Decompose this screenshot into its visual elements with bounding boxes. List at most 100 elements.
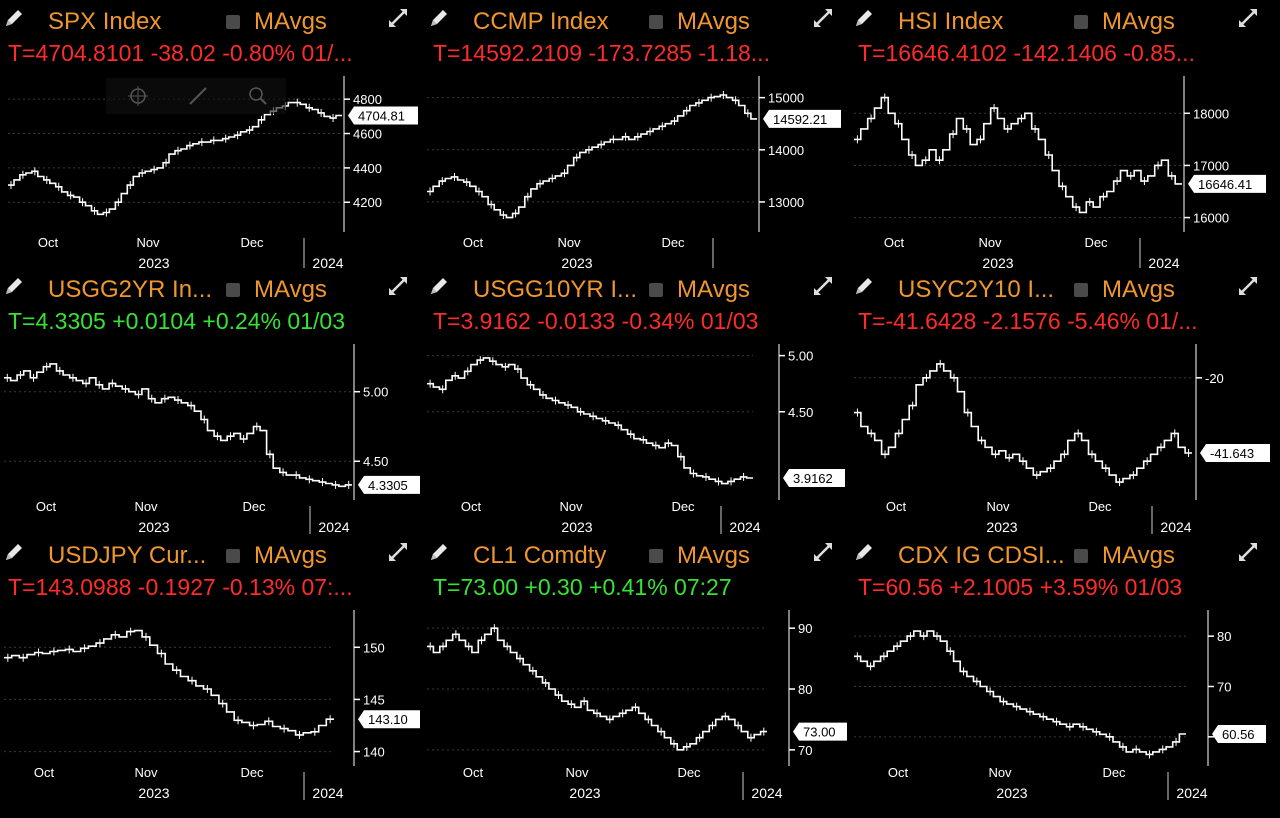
last-value-label: 3.9162 [783,469,845,488]
x-tick-label: Oct [38,235,59,250]
pencil-icon[interactable] [2,274,26,298]
x-tick-label: Oct [886,499,907,514]
expand-icon[interactable] [386,540,410,564]
security-title[interactable]: USGG10YR I... [473,276,638,303]
mavgs-checkbox[interactable] [1074,283,1088,297]
mavgs-label[interactable]: MAvgs [254,276,327,303]
pencil-icon[interactable] [427,274,451,298]
security-title[interactable]: CL1 Comdty [473,542,607,569]
mavgs-checkbox[interactable] [1074,549,1088,563]
line-chart[interactable]: 5.00 4.50 Oct Nov Dec 2023 2024 4.3305 [2,268,426,548]
expand-icon[interactable] [386,274,410,298]
pencil-icon[interactable] [852,6,876,30]
y-tick-label: 80 [798,682,812,697]
last-value-label: 143.10 [358,710,420,729]
last-value-box [358,710,420,729]
year-label: 2023 [561,255,592,271]
year-label: 2024 [1160,519,1191,535]
security-title[interactable]: USYC2Y10 I... [898,276,1055,303]
mavgs-label[interactable]: MAvgs [254,542,327,569]
expand-icon[interactable] [386,6,410,30]
mavgs-checkbox[interactable] [1074,15,1088,29]
x-tick-label: Dec [1088,499,1112,514]
line-chart[interactable]: 15000 14000 13000 Oct Nov Dec 2023 14592.21 [427,0,851,280]
x-tick-label: Nov [136,235,160,250]
line-chart[interactable]: 807060OctNovDec2023202460.56 [852,534,1276,814]
y-tick-label: 4600 [353,127,382,142]
security-title[interactable]: SPX Index [48,8,162,35]
last-value-box [358,475,420,494]
pencil-icon[interactable] [2,6,26,30]
expand-icon[interactable] [1236,540,1260,564]
year-label: 2023 [996,785,1027,801]
last-value-box [783,469,845,488]
security-title[interactable]: HSI Index [898,8,1004,35]
last-value-label: 73.00 [793,722,847,741]
x-tick-label: Oct [463,765,484,780]
mavgs-label[interactable]: MAvgs [677,542,750,569]
mavgs-label[interactable]: MAvgs [677,276,750,303]
pencil-icon[interactable] [852,540,876,564]
year-label: 2024 [1148,255,1179,271]
y-tick-label: 4.50 [363,454,388,469]
panel-header: HSI Index MAvgs [852,6,1276,36]
y-tick-label: 150 [363,640,385,655]
chart-panel: USGG2YR In... MAvgs T=4.3305 +0.0104 +0.24… [2,268,426,535]
chart-toolbar[interactable] [106,78,286,114]
line-chart[interactable]: 150 145 140 Oct Nov Dec 2023 2024 143.10 [2,534,426,814]
x-tick-label: Oct [461,499,482,514]
y-tick-label: 70 [1217,679,1231,694]
x-tick-label: Nov [134,499,158,514]
expand-icon[interactable] [811,540,835,564]
last-value-label: 60.56 [1212,725,1266,744]
mavgs-label[interactable]: MAvgs [1102,8,1175,35]
mavgs-checkbox[interactable] [226,283,240,297]
expand-icon[interactable] [811,274,835,298]
y-tick-label: 5.00 [788,349,813,364]
draw-line-icon[interactable] [189,87,207,105]
mavgs-checkbox[interactable] [649,549,663,563]
y-tick-label: 140 [363,745,385,760]
mavgs-label[interactable]: MAvgs [254,8,327,35]
last-value-box [348,106,418,125]
expand-icon[interactable] [1236,6,1260,30]
x-tick-label: Nov [557,235,581,250]
line-chart[interactable]: 5.00 4.50 Oct Nov Dec 2023 2024 3.9162 [427,268,851,548]
pencil-icon[interactable] [427,6,451,30]
mavgs-checkbox[interactable] [649,15,663,29]
pencil-icon[interactable] [852,274,876,298]
pencil-icon[interactable] [427,540,451,564]
security-title[interactable]: USGG2YR In... [48,276,213,303]
zoom-icon[interactable] [249,87,267,105]
pencil-icon[interactable] [2,540,26,564]
crosshair-icon[interactable] [128,86,148,106]
series-line [4,629,334,736]
mavgs-checkbox[interactable] [649,283,663,297]
x-tick-label: Dec [240,765,264,780]
series-line [427,94,757,219]
line-chart[interactable]: -20 Oct Nov Dec 2023 2024 -41.643 [852,268,1276,548]
panel-header: USGG10YR I... MAvgs [427,274,851,304]
security-title[interactable]: USDJPY Cur... [48,542,207,569]
panel-header: CL1 Comdty MAvgs [427,540,851,570]
mavgs-label[interactable]: MAvgs [1102,542,1175,569]
mavgs-checkbox[interactable] [226,549,240,563]
expand-icon[interactable] [811,6,835,30]
mavgs-label[interactable]: MAvgs [677,8,750,35]
line-chart[interactable]: 18000 17000 16000 Oct Nov Dec 2023 2024 16646.41 [852,0,1276,280]
x-tick-label: Oct [36,499,57,514]
security-title[interactable]: CCMP Index [473,8,609,35]
y-tick-label: 16000 [1193,211,1229,226]
y-tick-label: -20 [1205,371,1224,386]
mavgs-checkbox[interactable] [226,15,240,29]
series-line [854,96,1182,214]
panel-header: USGG2YR In... MAvgs [2,274,426,304]
year-label: 2023 [982,255,1013,271]
mavgs-label[interactable]: MAvgs [1102,276,1175,303]
line-chart[interactable]: 4800 4600 4400 4200 Oct Nov Dec 2023 2024 4704.81 [2,0,426,280]
last-value-label: -41.643 [1200,444,1270,463]
security-title[interactable]: CDX IG CDSI... [898,542,1065,569]
chart-panel: USDJPY Cur... MAvgs T=143.0988 -0.1927 -0.… [2,534,426,801]
line-chart[interactable]: 90 80 70 Oct Nov Dec 2023 2024 73.00 [427,534,851,814]
expand-icon[interactable] [1236,274,1260,298]
